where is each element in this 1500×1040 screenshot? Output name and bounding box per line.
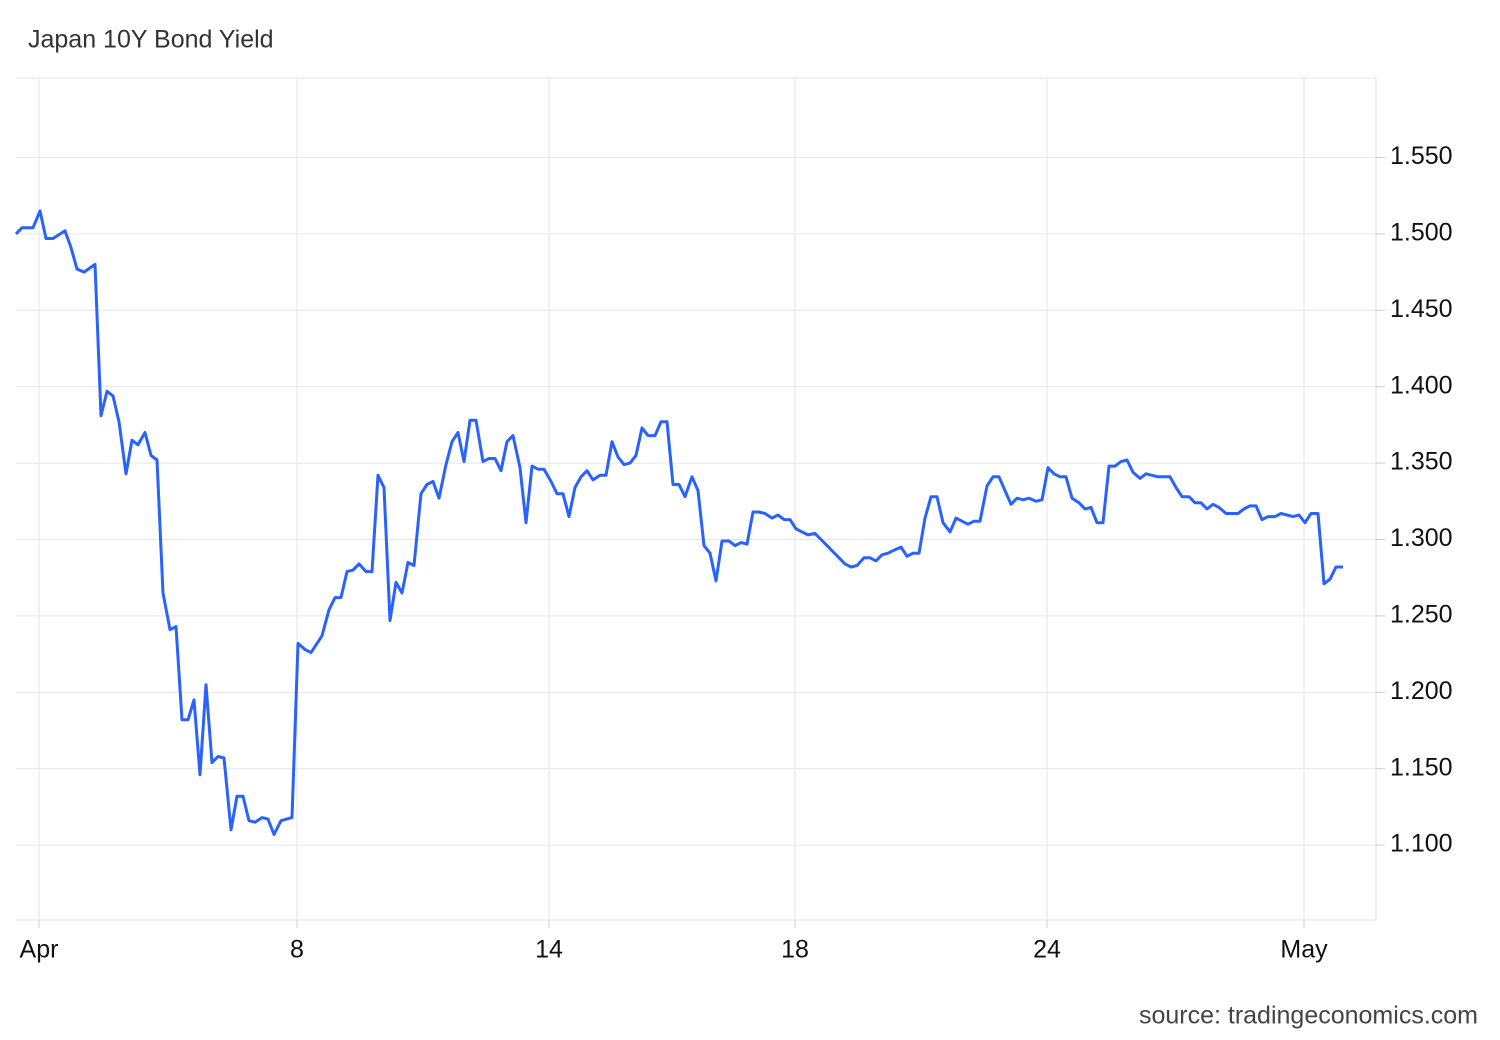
x-tick-label: 14 (535, 936, 563, 964)
x-tick-label: May (1280, 936, 1328, 964)
y-tick-label: 1.300 (1390, 524, 1453, 552)
x-tick-label: 24 (1033, 936, 1061, 964)
y-tick-label: 1.200 (1390, 677, 1453, 705)
y-tick-label: 1.250 (1390, 601, 1453, 629)
y-tick-label: 1.100 (1390, 830, 1453, 858)
y-tick-label: 1.150 (1390, 753, 1453, 781)
y-tick-label: 1.400 (1390, 371, 1453, 399)
y-tick-label: 1.550 (1390, 142, 1453, 170)
y-tick-label: 1.450 (1390, 295, 1453, 323)
y-tick-label: 1.350 (1390, 448, 1453, 476)
chart-title: Japan 10Y Bond Yield (28, 26, 274, 54)
y-tick-label: 1.500 (1390, 218, 1453, 246)
line (14, 209, 1343, 836)
x-tick-label: 18 (781, 936, 809, 964)
source: source: tradingeconomics.com (1139, 1002, 1478, 1030)
x-tick-label: 8 (290, 936, 304, 964)
x-tick-label: Apr (20, 936, 59, 964)
